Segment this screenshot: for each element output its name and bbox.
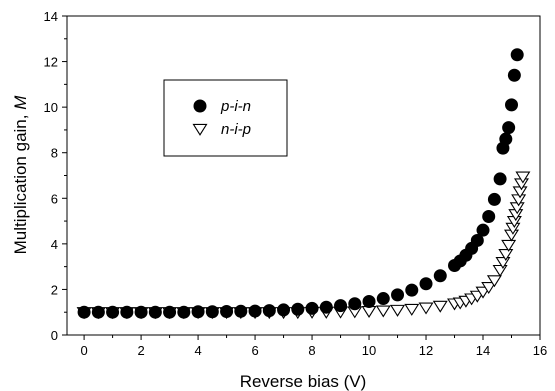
data-point-p-i-n [433,269,447,283]
y-tick-label: 10 [44,100,58,115]
data-point-p-i-n [476,223,490,237]
y-tick-label: 4 [51,237,58,252]
data-point-p-i-n [502,121,516,135]
data-point-p-i-n [191,305,205,319]
data-point-p-i-n [507,68,521,82]
data-point-p-i-n [291,302,305,316]
data-point-n-i-p [361,305,377,318]
y-tick-label: 6 [51,191,58,206]
x-tick-label: 14 [476,343,490,358]
data-point-p-i-n [505,98,519,112]
data-point-p-i-n [482,210,496,224]
data-point-p-i-n [362,295,376,309]
data-point-p-i-n [148,305,162,319]
data-point-p-i-n [77,305,91,319]
data-point-p-i-n [277,303,291,317]
data-point-p-i-n [419,277,433,291]
x-tick-label: 0 [80,343,87,358]
y-axis-title-main: Multiplication gain, [11,110,30,255]
legend-marker-n-i-p [192,123,208,136]
y-tick-label: 8 [51,146,58,161]
data-point-p-i-n [106,305,120,319]
y-tick-label: 14 [44,9,58,24]
data-point-n-i-p [498,249,514,261]
data-point-p-i-n [405,283,419,297]
data-point-n-i-p [390,304,406,317]
plot-frame [66,15,541,336]
data-point-n-i-p [375,305,391,318]
data-point-p-i-n [120,305,134,319]
data-point-p-i-n [391,288,405,302]
data-point-n-i-p [404,303,420,316]
x-tick-label: 12 [419,343,433,358]
data-point-p-i-n [319,300,333,314]
data-point-n-i-p [481,282,497,295]
data-point-n-i-p [501,239,517,252]
x-tick-label: 6 [251,343,258,358]
data-point-p-i-n [487,192,501,206]
legend-marker-p-i-n [193,99,207,113]
data-point-n-i-p [486,275,502,288]
legend-box [163,79,288,157]
data-point-p-i-n [91,305,105,319]
data-point-n-i-p [432,300,448,313]
plot-area: 0 2 4 6 8 10 12 14 16 0 2 4 6 8 10 12 14 [44,9,548,358]
data-point-n-i-p [515,171,531,184]
x-tick-label: 16 [533,343,547,358]
data-point-p-i-n [499,132,513,146]
y-axis-title: Multiplication gain, M [11,95,30,255]
data-point-p-i-n [334,299,348,313]
data-point-p-i-n [305,301,319,315]
data-point-p-i-n [163,305,177,319]
data-point-p-i-n [493,172,507,186]
legend-label-p-i-n: p-i-n [220,98,251,115]
data-point-p-i-n [177,305,191,319]
data-point-p-i-n [470,233,484,247]
x-tick-label: 2 [137,343,144,358]
y-tick-label: 2 [51,282,58,297]
data-point-n-i-p [492,264,508,277]
legend: p-i-n n-i-p [163,79,288,157]
x-tick-label: 8 [308,343,315,358]
data-point-p-i-n [134,305,148,319]
y-tick-label: 12 [44,55,58,70]
data-point-p-i-n [348,297,362,311]
series-p-i-n [77,48,524,319]
x-tick-label: 4 [194,343,201,358]
series-n-i-p [76,171,531,320]
data-point-p-i-n [248,304,262,318]
x-tick-label: 10 [362,343,376,358]
data-point-n-i-p [418,302,434,315]
data-point-p-i-n [376,292,390,306]
data-markers [76,48,531,320]
data-point-p-i-n [220,305,234,319]
data-point-p-i-n [262,304,276,318]
legend-label-n-i-p: n-i-p [221,121,251,138]
data-point-p-i-n [234,304,248,318]
data-point-p-i-n [205,305,219,319]
x-axis-title: Reverse bias (V) [240,372,367,391]
y-axis-title-symbol: M [11,95,30,110]
data-point-p-i-n [510,48,524,62]
y-tick-label: 0 [51,328,58,343]
